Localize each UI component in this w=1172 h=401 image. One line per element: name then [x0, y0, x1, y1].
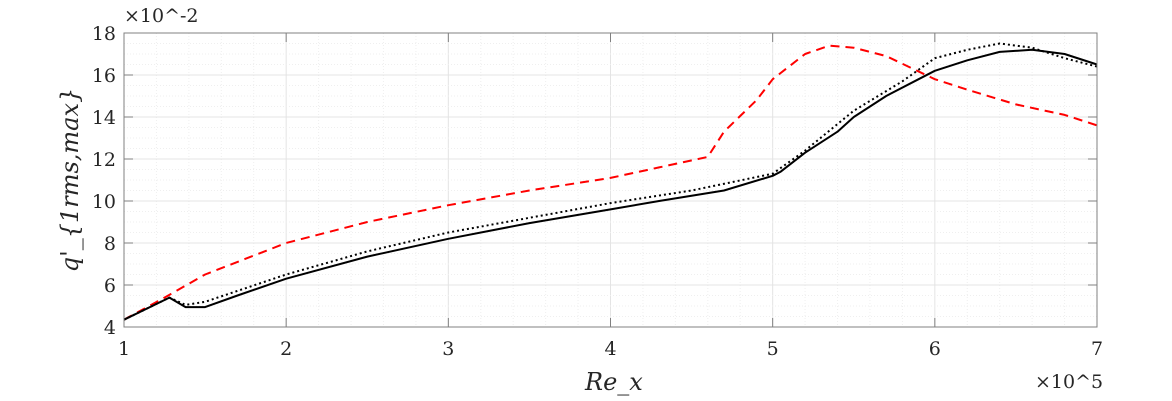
x-tick-label: 2 — [280, 338, 292, 360]
x-tick-label: 4 — [604, 338, 616, 360]
series-group — [123, 42, 1098, 321]
x-tick-label: 7 — [1091, 338, 1103, 360]
x-tick-label: 5 — [767, 338, 779, 360]
y-axis-label: q'_{1rms,max} — [56, 88, 84, 273]
x-tick-label: 6 — [929, 338, 941, 360]
x-tick-label: 3 — [442, 338, 454, 360]
series-line-dashed — [123, 44, 1098, 321]
y-tick-label: 12 — [92, 149, 116, 171]
y-tick-label: 4 — [104, 317, 116, 339]
series-line-solid — [123, 48, 1098, 321]
y-tick-label: 14 — [92, 107, 116, 129]
y-tick-label: 8 — [104, 233, 116, 255]
y-tick-label: 6 — [104, 275, 116, 297]
series-line-dotted — [123, 42, 1098, 321]
y-multiplier: ×10^-2 — [124, 5, 199, 27]
y-tick-label: 10 — [92, 191, 116, 213]
x-tick-label: 1 — [118, 338, 130, 360]
x-multiplier: ×10^5 — [1035, 371, 1103, 393]
y-tick-label: 16 — [92, 65, 116, 87]
x-axis-label: Re_x — [584, 368, 643, 396]
y-tick-label: 18 — [92, 23, 116, 45]
grid — [123, 32, 1098, 328]
